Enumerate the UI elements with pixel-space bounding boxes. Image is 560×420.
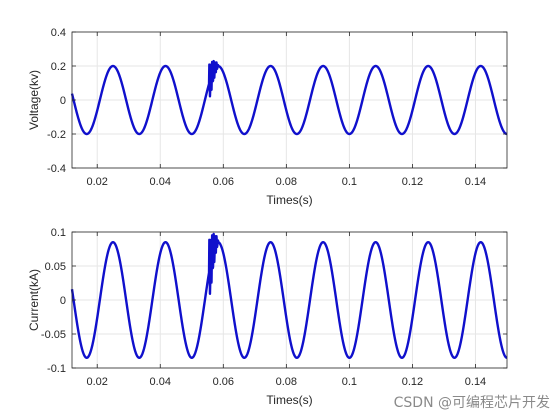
voltage-xtick-label: 0.02 — [87, 176, 108, 188]
current-yaxis-label: Current(kA) — [27, 269, 41, 331]
voltage-xtick-label: 0.1 — [342, 176, 357, 188]
voltage-series-line — [70, 59, 508, 136]
voltage-xtick-label: 0.06 — [213, 176, 234, 188]
current-ytick-label: -0.05 — [41, 329, 66, 341]
current-xtick-label: 0.08 — [276, 376, 297, 388]
voltage-ytick-label: -0.2 — [47, 129, 66, 141]
voltage-yaxis-label: Voltage(kv) — [27, 70, 41, 130]
current-ytick-label: -0.1 — [47, 363, 66, 375]
voltage-xtick-label: 0.12 — [402, 176, 423, 188]
voltage-chart: 0.02 0.04 0.06 0.08 0.1 0.12 0.14 -0.4 -0.2 0 0.2 0… — [27, 27, 508, 207]
current-xtick-label: 0.1 — [342, 376, 357, 388]
voltage-ytick-label: 0.4 — [51, 27, 66, 39]
current-ytick-label: 0.1 — [51, 227, 66, 239]
current-xtick-label: 0.12 — [402, 376, 423, 388]
watermark: CSDN @可编程芯片开发 — [393, 395, 550, 411]
current-xtick-label: 0.04 — [150, 376, 171, 388]
current-xtick-label: 0.02 — [87, 376, 108, 388]
voltage-xtick-label: 0.08 — [276, 176, 297, 188]
current-xtick-label: 0.14 — [465, 376, 486, 388]
voltage-xaxis-label: Times(s) — [266, 193, 312, 207]
current-chart: 0.02 0.04 0.06 0.08 0.1 0.12 0.14 -0.1 -0.05 0 0.0… — [27, 227, 508, 407]
current-ytick-label: 0.05 — [45, 261, 66, 273]
voltage-xtick-label: 0.14 — [465, 176, 486, 188]
voltage-xtick-label: 0.04 — [150, 176, 171, 188]
voltage-ytick-label: -0.4 — [47, 163, 66, 175]
voltage-ytick-label: 0.2 — [51, 61, 66, 73]
current-ytick-label: 0 — [60, 295, 66, 307]
current-xtick-label: 0.06 — [213, 376, 234, 388]
voltage-ytick-label: 0 — [60, 95, 66, 107]
current-series-line — [70, 232, 508, 359]
current-xaxis-label: Times(s) — [266, 393, 312, 407]
